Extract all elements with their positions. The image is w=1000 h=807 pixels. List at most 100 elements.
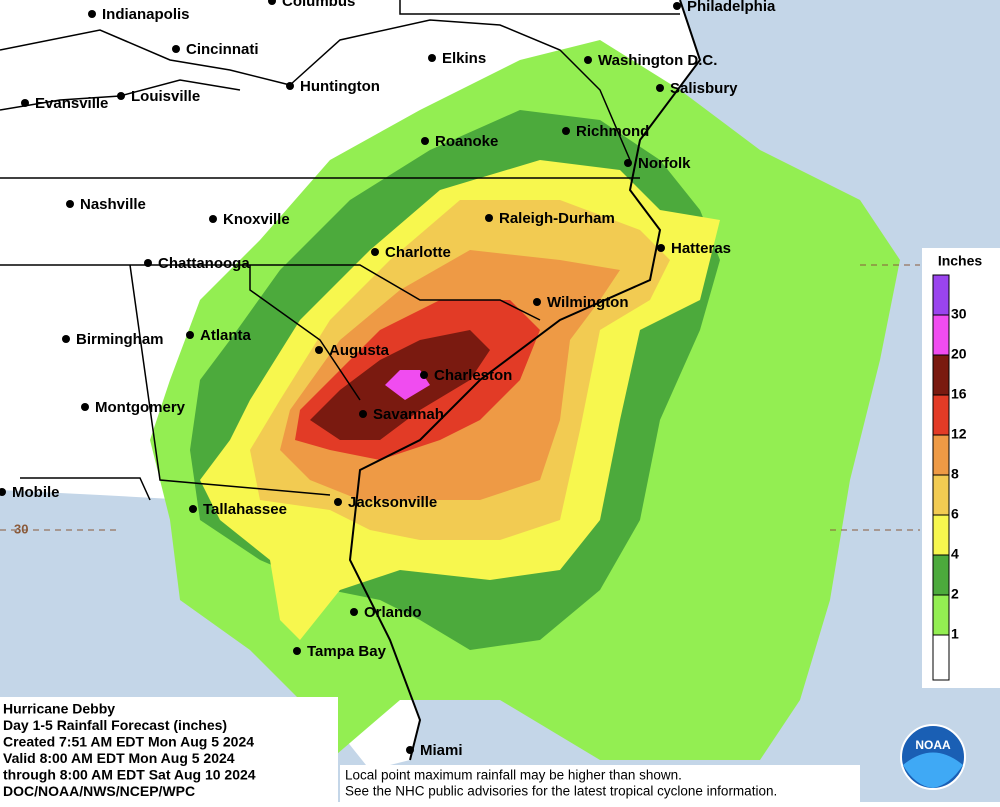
city-dot <box>172 45 180 53</box>
city-label: Chattanooga <box>158 255 250 272</box>
city-dot <box>420 371 428 379</box>
legend-label: 1 <box>951 626 959 642</box>
city-dot <box>268 0 276 5</box>
legend: 30 20 16 12 8 6 4 2 1 <box>932 274 967 681</box>
legend-swatch <box>932 394 950 436</box>
legend-swatch <box>932 274 950 316</box>
city-label: Richmond <box>576 123 649 140</box>
city-label: Cincinnati <box>186 41 259 58</box>
city-label: Wilmington <box>547 294 629 311</box>
city-label: Washington D.C. <box>598 52 717 69</box>
city-label: Raleigh-Durham <box>499 210 615 227</box>
logo-text: NOAA <box>915 738 951 752</box>
cities: Indianapolis Columbus Philadelphia Cincinna… <box>0 0 776 759</box>
city-label: Huntington <box>300 78 380 95</box>
legend-label: 12 <box>951 426 967 442</box>
legend-label: 4 <box>951 546 959 562</box>
city-dot <box>359 410 367 418</box>
city-dot <box>144 259 152 267</box>
city-dot <box>533 298 541 306</box>
city-dot <box>117 92 125 100</box>
boundaries <box>0 0 702 761</box>
city-dot <box>315 346 323 354</box>
city-label: Mobile <box>12 484 60 501</box>
city-dot <box>189 505 197 513</box>
city-label: Evansville <box>35 95 108 112</box>
disclaimer-line: See the NHC public advisories for the la… <box>345 784 777 799</box>
legend-swatch <box>932 514 950 556</box>
city-dot <box>562 127 570 135</box>
city-dot <box>656 84 664 92</box>
city-label: Augusta <box>329 342 390 359</box>
city-label: Salisbury <box>670 80 738 97</box>
city-label: Columbus <box>282 0 355 10</box>
city-dot <box>21 99 29 107</box>
city-label: Savannah <box>373 406 444 423</box>
city-label: Tallahassee <box>203 501 287 518</box>
legend-swatch <box>932 354 950 396</box>
city-label: Orlando <box>364 604 422 621</box>
info-line: Hurricane Debby <box>3 701 115 717</box>
city-label: Hatteras <box>671 240 731 257</box>
city-label: Philadelphia <box>687 0 776 15</box>
city-dot <box>66 200 74 208</box>
city-label: Charlotte <box>385 244 451 261</box>
city-label: Knoxville <box>223 211 290 228</box>
city-label: Tampa Bay <box>307 643 387 660</box>
legend-swatch <box>932 314 950 356</box>
city-dot <box>584 56 592 64</box>
legend-label: 6 <box>951 506 959 522</box>
city-dot <box>657 244 665 252</box>
legend-label: 30 <box>951 306 967 322</box>
rain-20in <box>385 370 430 400</box>
city-dot <box>286 82 294 90</box>
city-label: Roanoke <box>435 133 498 150</box>
info-line: Valid 8:00 AM EDT Mon Aug 5 2024 <box>3 750 235 766</box>
city-dot <box>293 647 301 655</box>
city-dot <box>88 10 96 18</box>
city-dot <box>406 746 414 754</box>
legend-swatch <box>932 554 950 596</box>
city-label: Louisville <box>131 88 200 105</box>
city-dot <box>673 2 681 10</box>
city-label: Elkins <box>442 50 486 67</box>
disclaimer-box <box>340 765 860 802</box>
legend-swatch <box>932 634 950 681</box>
disclaimer-line: Local point maximum rainfall may be high… <box>345 768 682 783</box>
legend-swatch <box>932 434 950 476</box>
city-dot <box>209 215 217 223</box>
legend-title: Inches <box>938 253 983 269</box>
info-box <box>0 697 338 802</box>
city-label: Nashville <box>80 196 146 213</box>
city-dot <box>334 498 342 506</box>
city-label: Miami <box>420 742 463 759</box>
city-dot <box>485 214 493 222</box>
city-dot <box>421 137 429 145</box>
logo-wave <box>903 752 963 788</box>
info-line: Day 1-5 Rainfall Forecast (inches) <box>3 717 227 733</box>
legend-label: 8 <box>951 466 959 482</box>
city-label: Jacksonville <box>348 494 437 511</box>
city-label: Atlanta <box>200 327 251 344</box>
city-label: Montgomery <box>95 399 186 416</box>
info-line: through 8:00 AM EDT Sat Aug 10 2024 <box>3 767 256 783</box>
legend-swatch <box>932 474 950 516</box>
legend-label: 20 <box>951 346 967 362</box>
city-label: Birmingham <box>76 331 164 348</box>
city-dot <box>81 403 89 411</box>
info-line: DOC/NOAA/NWS/NCEP/WPC <box>3 783 195 799</box>
city-dot <box>624 159 632 167</box>
info-line: Created 7:51 AM EDT Mon Aug 5 2024 <box>3 734 254 750</box>
city-dot <box>186 331 194 339</box>
legend-swatch <box>932 594 950 636</box>
legend-label: 2 <box>951 586 959 602</box>
city-dot <box>371 248 379 256</box>
latitude-label: 30 <box>14 521 28 536</box>
city-dot <box>0 488 6 496</box>
city-label: Norfolk <box>638 155 691 172</box>
city-label: Indianapolis <box>102 6 190 23</box>
city-dot <box>350 608 358 616</box>
legend-label: 16 <box>951 386 967 402</box>
